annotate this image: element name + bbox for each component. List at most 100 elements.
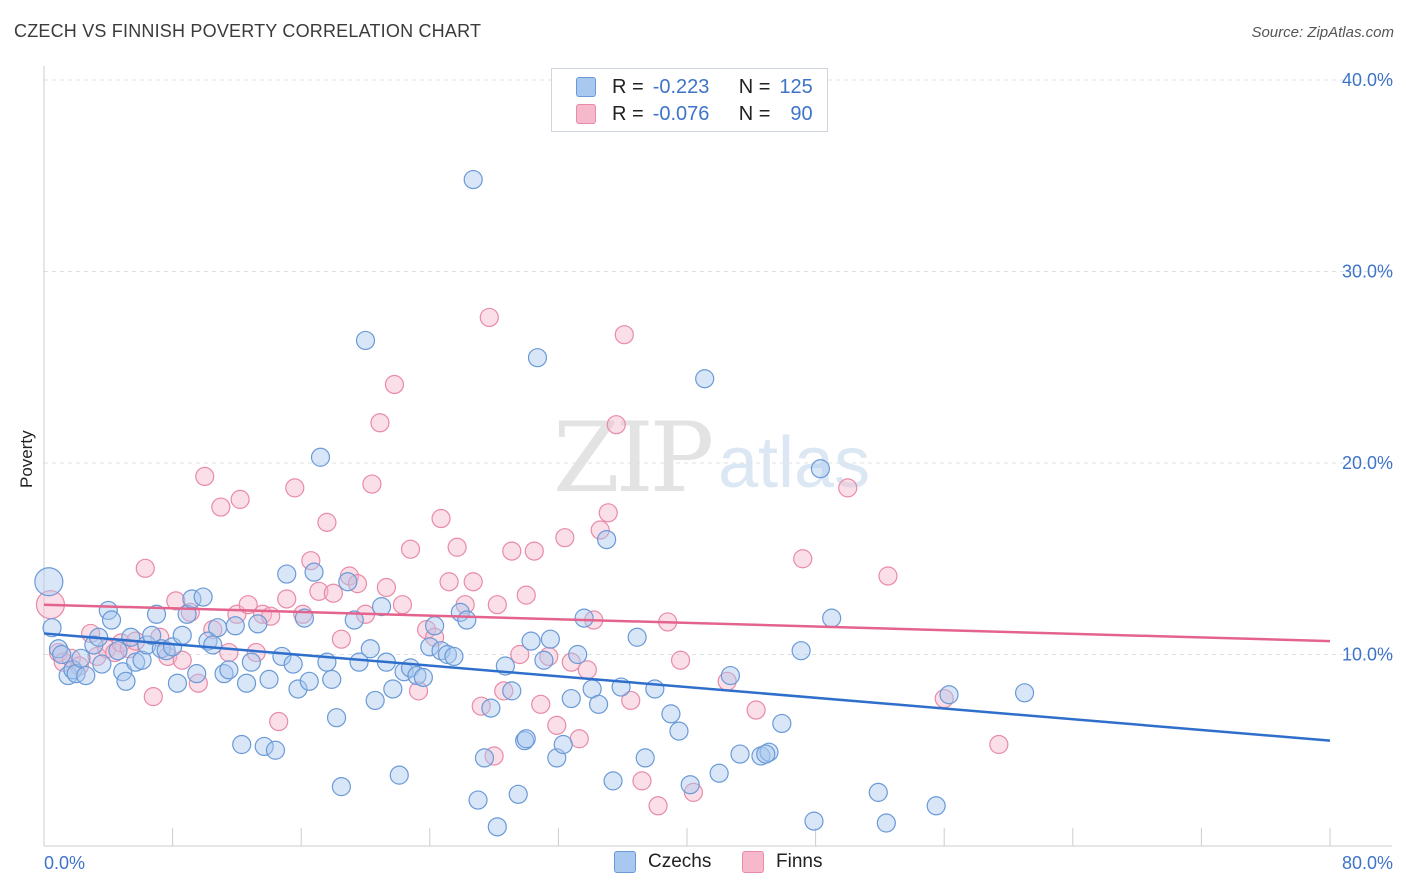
legend-czech-n: 125 (779, 75, 813, 98)
finn-point (105, 642, 125, 663)
finn-point (143, 687, 163, 707)
czech-point (527, 348, 548, 368)
czech-point (142, 625, 162, 645)
finn-point (547, 715, 567, 735)
source-label: Source: ZipAtlas.com (1251, 24, 1394, 41)
czech-point (457, 610, 477, 630)
czech-point (344, 610, 364, 630)
axes (43, 66, 1392, 847)
finn-point (211, 497, 231, 517)
czech-point (383, 679, 403, 699)
bottom-legend-finns: Finns (742, 851, 822, 873)
legend-row-czechs: R = -0.223 N = 125 (576, 74, 813, 100)
watermark-zip: ZIP (553, 402, 714, 514)
czech-point (167, 673, 188, 693)
legend-czech-r: -0.223 (652, 75, 710, 98)
czech-point (277, 564, 297, 584)
czech-point (810, 459, 831, 479)
finn-point (219, 642, 239, 663)
bottom-legend-czechs-label: Czechs (648, 851, 712, 872)
finn-point (577, 660, 597, 680)
czech-point (561, 688, 581, 709)
czech-point (146, 604, 167, 624)
finn-trend-line (43, 603, 1331, 643)
y-tick-label: 40.0% (1342, 70, 1393, 90)
czech-point (365, 690, 385, 711)
czech-point (540, 629, 560, 649)
czech-point (804, 811, 824, 831)
czech-point (355, 330, 376, 351)
czech-point (371, 597, 392, 617)
czech-point (259, 669, 279, 689)
czech-point (553, 734, 573, 755)
czech-point (304, 562, 324, 582)
czech-point (627, 627, 647, 647)
finn-point (376, 577, 396, 598)
finn-point (878, 566, 898, 586)
finn-point (431, 508, 451, 529)
finn-point (309, 581, 329, 601)
czech-point (772, 713, 792, 734)
czech-point (349, 652, 369, 672)
czech-point (132, 650, 152, 670)
chart-title: CZECH VS FINNISH POVERTY CORRELATION CHA… (14, 21, 482, 41)
trend-lines (43, 603, 1331, 742)
czech-point (588, 694, 609, 714)
czech-point (299, 671, 319, 691)
finn-point (484, 746, 504, 766)
czech-point (481, 698, 501, 718)
czech-point (121, 627, 141, 647)
finn-point (531, 694, 551, 714)
finn-point (524, 541, 544, 561)
legend-swatch-finns (576, 104, 596, 124)
finn-point (392, 595, 413, 615)
finn-point (301, 551, 321, 571)
bottom-legend-czechs: Czechs (614, 851, 711, 873)
czech-point (926, 796, 946, 816)
czech-point (868, 782, 888, 802)
czech-point (463, 169, 483, 190)
finn-point (621, 690, 641, 711)
czech-point (680, 775, 700, 795)
czech-point (232, 734, 252, 755)
czech-point (516, 729, 536, 749)
czech-point (254, 736, 274, 757)
czech-point (42, 618, 62, 638)
finn-point (838, 478, 858, 498)
czech-point (310, 447, 331, 467)
legend-finn-r: -0.076 (652, 102, 710, 125)
finn-point (463, 572, 483, 592)
finn-point (606, 415, 626, 435)
czech-point (34, 567, 64, 597)
czech-point (108, 641, 128, 661)
czech-points (34, 169, 1035, 837)
czech-point (326, 708, 347, 728)
legend-finn-n: 90 (790, 102, 813, 125)
y-tick-label: 20.0% (1342, 453, 1393, 473)
finn-point (989, 734, 1009, 755)
czech-point (236, 673, 257, 693)
finn-point (277, 589, 297, 609)
czech-point (425, 616, 445, 636)
finn-point (166, 591, 186, 611)
finn-point (516, 585, 536, 605)
finn-point (269, 711, 289, 732)
czech-point (756, 744, 776, 764)
czech-point (487, 817, 507, 837)
legend-r-label: R = (612, 75, 644, 98)
finn-point (569, 729, 589, 749)
czech-point (597, 529, 617, 550)
czech-point (92, 654, 112, 674)
finn-point (135, 558, 155, 578)
legend-swatch-czechs (576, 77, 596, 97)
bottom-legend-finns-label: Finns (776, 851, 823, 872)
finn-point (331, 629, 351, 649)
finn-point (555, 528, 575, 548)
finn-point (400, 539, 421, 559)
czech-point (338, 572, 358, 592)
finn-point (494, 681, 514, 701)
finn-point (561, 652, 581, 672)
czech-point (101, 610, 122, 630)
finn-point (362, 474, 382, 494)
